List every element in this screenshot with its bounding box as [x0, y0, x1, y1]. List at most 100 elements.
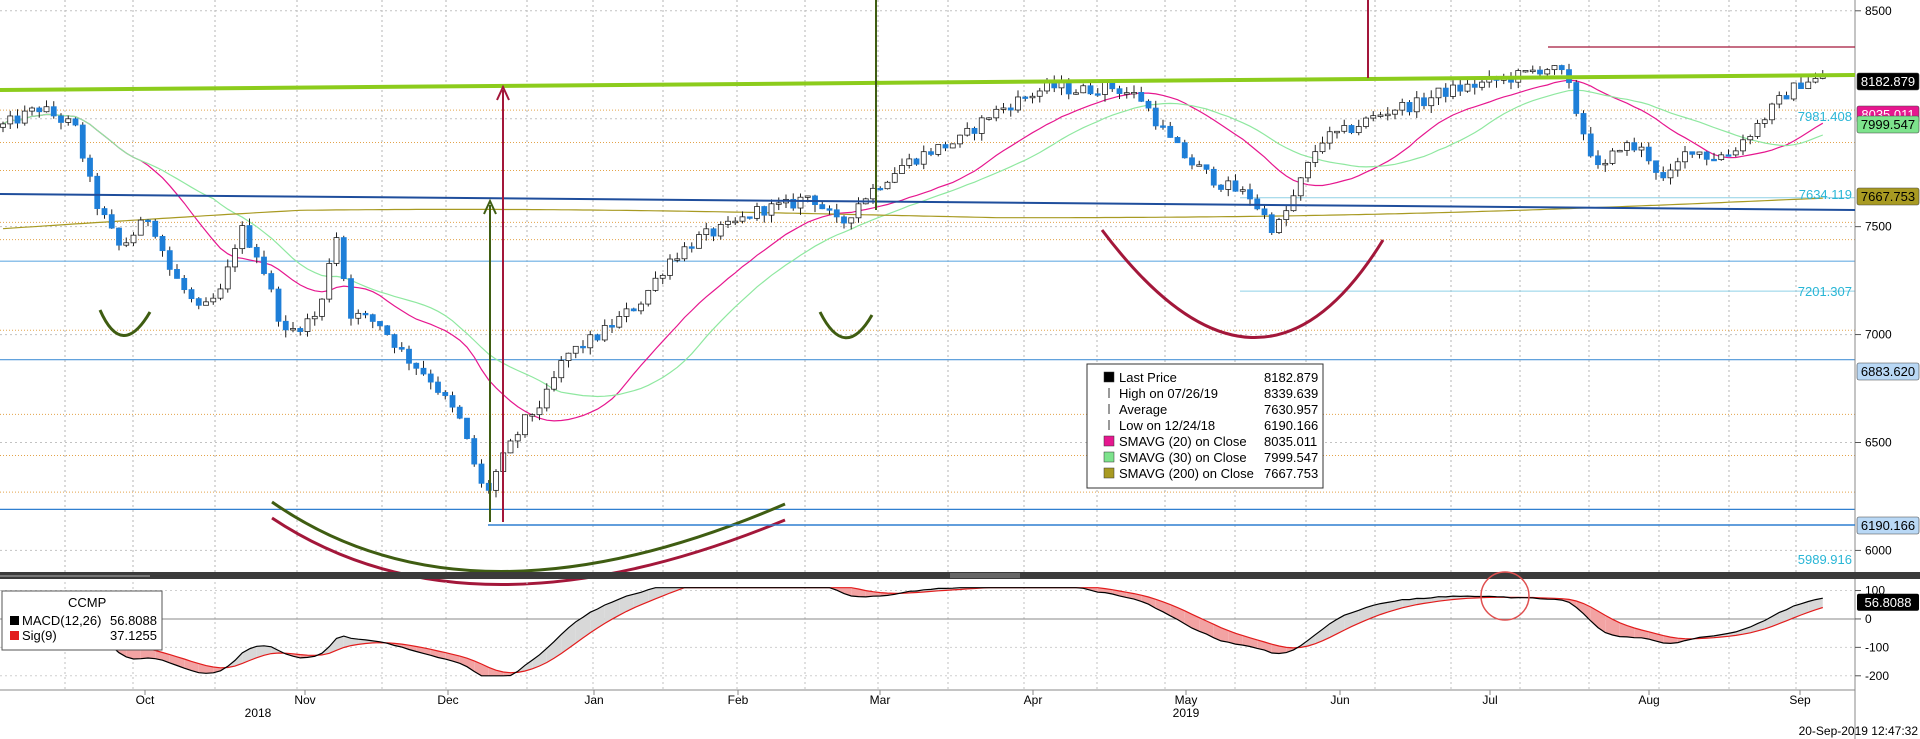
macd-fill [1344, 612, 1352, 631]
x-tick-label: Aug [1638, 693, 1659, 707]
macd-fill [343, 636, 351, 648]
candle [971, 127, 978, 134]
macd-fill [169, 654, 177, 666]
candle [1326, 131, 1333, 144]
price-level-tags: 8182.8798035.0117999.5477667.7536883.620… [1856, 72, 1920, 535]
candle [1276, 219, 1282, 234]
candle [1015, 96, 1021, 111]
legend-value: 6190.166 [1264, 418, 1318, 433]
x-tick-label: May [1175, 693, 1198, 707]
macd-fill [467, 658, 475, 672]
macd-fill [858, 589, 866, 597]
candle [1087, 85, 1094, 95]
candle [87, 157, 93, 177]
candle [1094, 93, 1101, 96]
candle [427, 373, 434, 383]
macd-fill [626, 594, 634, 612]
candle [1703, 151, 1710, 160]
macd-fill [561, 627, 569, 654]
candle [0, 123, 6, 128]
candle [398, 347, 405, 350]
candle [942, 144, 949, 149]
candle [130, 234, 137, 244]
candle [406, 348, 412, 364]
macd-y-tick-label: 0 [1865, 612, 1872, 626]
candle [1464, 83, 1471, 92]
candle [348, 278, 354, 319]
divider-grip [950, 573, 1020, 578]
candle [797, 196, 804, 209]
candle [1551, 65, 1558, 71]
macd-fill [597, 605, 605, 628]
macd-fill [184, 659, 192, 671]
candle [1761, 119, 1768, 124]
macd-fill [575, 617, 583, 644]
candle [1290, 195, 1297, 212]
legend-swatch [1103, 371, 1115, 383]
macd-fill [619, 596, 627, 616]
x-tick-label: Sep [1789, 693, 1811, 707]
macd-fill [177, 656, 185, 669]
candle [1435, 87, 1442, 99]
candle [217, 288, 224, 299]
macd-fill [1177, 607, 1185, 624]
macd-fill [525, 660, 533, 671]
macd-fill [539, 648, 547, 666]
macd-fill [1815, 598, 1823, 610]
macd-fill [235, 652, 243, 667]
candle [413, 362, 420, 369]
candle [725, 220, 731, 225]
macd-title: CCMP [68, 595, 106, 610]
sig-line [2, 587, 1823, 674]
candle [1160, 125, 1166, 128]
legend-value: 7999.547 [1264, 450, 1318, 465]
candle [1602, 162, 1609, 166]
macd-series-value: 56.8088 [110, 613, 157, 628]
macd-fill [1192, 614, 1200, 632]
candle [232, 248, 238, 268]
cup-shape [818, 311, 874, 340]
macd-fill [1090, 587, 1098, 593]
candle [877, 187, 884, 191]
candle [913, 158, 920, 165]
candle [145, 219, 151, 222]
macd-fill [1670, 637, 1678, 644]
candle [493, 471, 499, 491]
candle [630, 308, 637, 312]
candle [1203, 164, 1210, 170]
candle [188, 289, 195, 300]
candle [841, 216, 847, 224]
sma-200-line [2, 197, 1823, 230]
macd-legend: CCMP MACD(12,26) 56.8088 Sig(9) 37.1255 [1, 590, 163, 651]
candle [1406, 102, 1413, 113]
level-tag-value: 6883.620 [1861, 364, 1915, 379]
candle [659, 274, 666, 279]
timestamp: 20-Sep-2019 12:47:32 [1799, 724, 1919, 738]
legend-label: Last Price [1119, 370, 1177, 385]
macd-fill [1199, 617, 1207, 635]
macd-fill [590, 608, 598, 633]
candle [442, 392, 449, 396]
candle [1225, 180, 1232, 190]
macd-fill [532, 654, 540, 669]
candle [1616, 149, 1623, 153]
candle [203, 301, 209, 306]
candle [978, 117, 985, 134]
price-axis: 8500 7500 7000 6500 6000 [1855, 4, 1892, 557]
candle [906, 158, 913, 166]
macd-fill [1387, 601, 1395, 613]
y-tick-label: 8500 [1865, 4, 1892, 18]
candle [688, 246, 695, 249]
candle [891, 173, 898, 183]
candle [572, 345, 579, 354]
candle [1638, 146, 1645, 151]
year-label: 2019 [1173, 706, 1200, 720]
macd-fill [1779, 609, 1787, 624]
macd-fill [1148, 596, 1156, 609]
candle [1558, 65, 1565, 71]
candle [1297, 177, 1304, 197]
candle [1377, 114, 1384, 117]
candle [174, 269, 180, 279]
candle [478, 463, 485, 484]
